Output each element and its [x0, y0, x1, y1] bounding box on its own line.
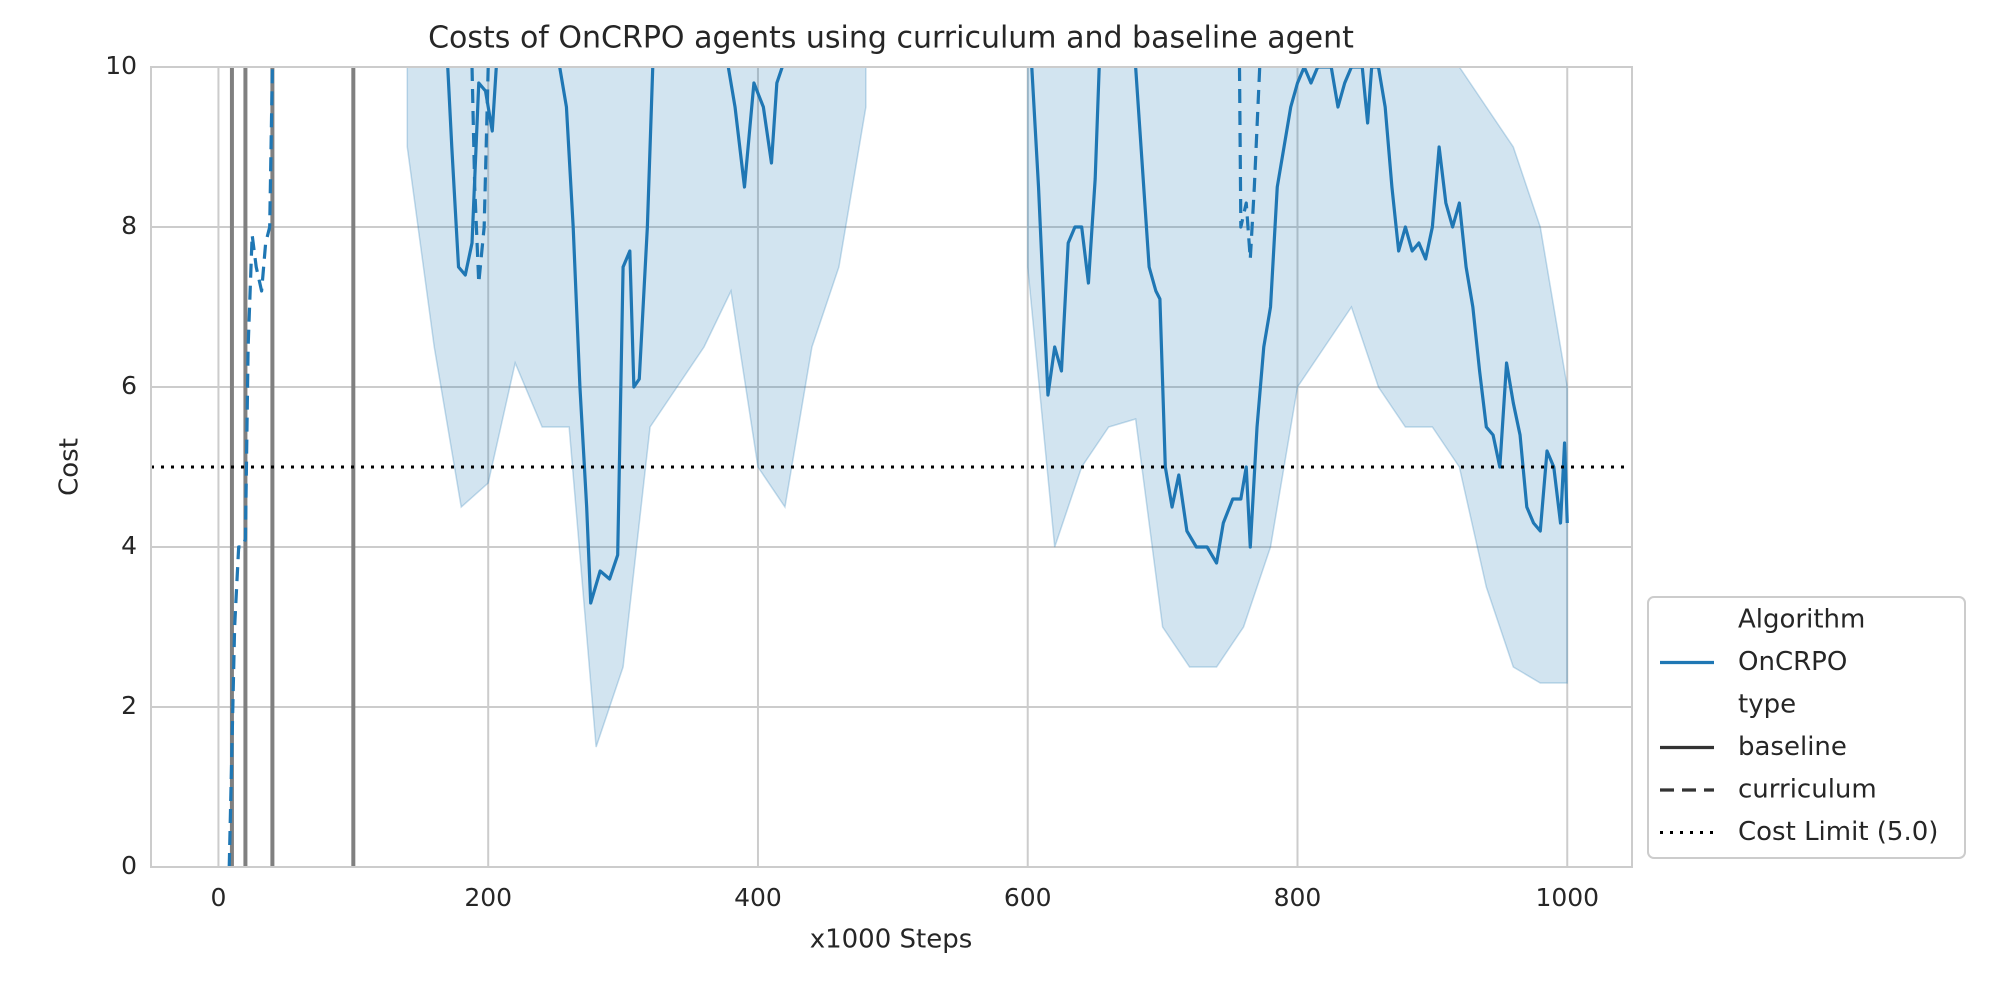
legend-label: OnCRPO — [1738, 647, 1847, 677]
grid — [151, 66, 1632, 868]
x-tick-label: 200 — [464, 883, 512, 912]
x-tick-label: 800 — [1274, 883, 1322, 912]
y-tick-label: 4 — [121, 531, 137, 560]
legend-title: type — [1738, 690, 1796, 720]
y-axis-label: Cost — [55, 438, 85, 496]
legend-title: Algorithm — [1738, 605, 1865, 635]
legend: Algorithm OnCRPO type baseline curriculum Cos… — [1647, 596, 1966, 859]
y-tick-label: 0 — [121, 851, 137, 880]
y-tick-label: 2 — [121, 691, 137, 720]
x-axis-label: x1000 Steps — [810, 925, 973, 955]
x-tick-label: 1000 — [1535, 883, 1599, 912]
y-tick-label: 8 — [121, 211, 137, 240]
x-tick-label: 0 — [210, 883, 226, 912]
legend-box — [1647, 596, 1966, 859]
x-tick-label: 400 — [734, 883, 782, 912]
confidence-band — [406, 67, 1569, 748]
series-line — [446, 67, 1569, 605]
axes-frame — [150, 66, 1633, 868]
legend-label: baseline — [1738, 732, 1847, 762]
y-tick-label: 6 — [121, 371, 137, 400]
chart-title: Costs of OnCRPO agents using curriculum … — [428, 21, 1354, 56]
series-line — [227, 67, 1262, 867]
legend-label: curriculum — [1738, 775, 1877, 805]
plot-area — [151, 67, 1632, 867]
x-tick-label: 600 — [1004, 883, 1052, 912]
y-tick-label: 10 — [105, 51, 137, 80]
legend-label: Cost Limit (5.0) — [1738, 817, 1938, 847]
